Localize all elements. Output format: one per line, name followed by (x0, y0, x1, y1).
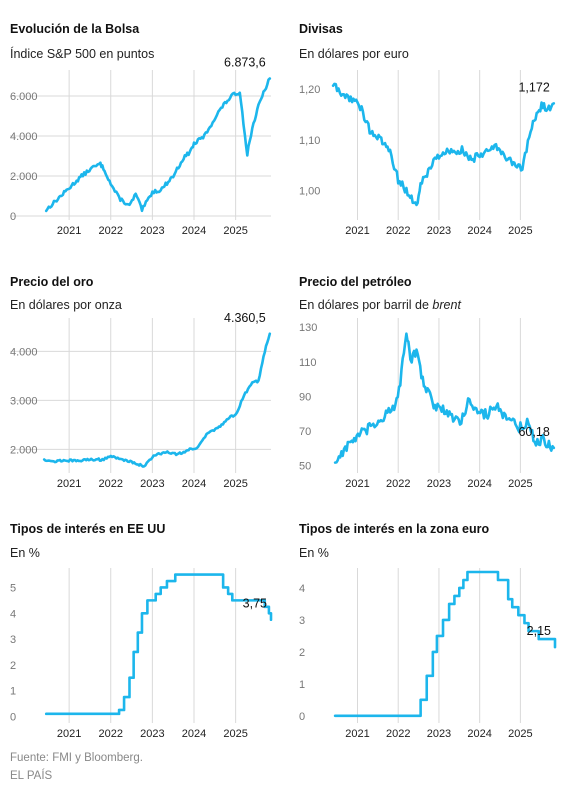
chart-title: Tipos de interés en la zona euro (299, 522, 490, 536)
series-line (42, 332, 272, 468)
source-note: Fuente: FMI y Bloomberg. (10, 752, 143, 764)
chart-title: Precio del oro (10, 275, 94, 289)
last-value-label: 1,172 (518, 80, 549, 94)
chart-title: Divisas (299, 22, 343, 36)
y-tick-label: 130 (299, 322, 317, 334)
y-tick-label: 0 (299, 711, 305, 723)
currency-chart: 1,00 1,10 1,20 2021 2022 2023 2024 2025 1,172 (299, 70, 556, 237)
chart-subtitle: En dólares por euro (299, 47, 409, 61)
x-tick-label: 2025 (508, 225, 532, 237)
sp500-chart: 0 2.000 4.000 6.000 2021 2022 2023 2024 2025 6.87… (10, 56, 272, 237)
y-tick-label: 1 (299, 679, 305, 691)
y-tick-label: 1,10 (299, 135, 320, 147)
y-tick-label: 6.000 (10, 91, 38, 103)
subtitle-emphasis: brent (432, 298, 461, 312)
y-tick-label: 90 (299, 391, 311, 403)
x-tick-label: 2023 (140, 478, 164, 490)
x-tick-label: 2025 (223, 728, 247, 740)
publisher-credit: EL PAÍS (10, 770, 53, 782)
y-tick-label: 2.000 (10, 444, 38, 456)
x-tick-label: 2021 (57, 225, 81, 237)
x-tick-label: 2025 (223, 225, 247, 237)
y-tick-label: 3 (10, 634, 16, 646)
x-tick-label: 2021 (57, 478, 81, 490)
x-tick-label: 2022 (99, 478, 123, 490)
x-tick-label: 2024 (182, 478, 206, 490)
x-tick-label: 2022 (386, 728, 410, 740)
x-tick-label: 2023 (140, 728, 164, 740)
us-rates-chart: 0 1 2 3 4 5 2021 2022 2023 2024 2025 3,75 (10, 568, 273, 740)
x-tick-label: 2024 (182, 225, 206, 237)
x-tick-label: 2025 (508, 728, 532, 740)
chart-title: Tipos de interés en EE UU (10, 522, 166, 536)
x-tick-label: 2022 (386, 478, 410, 490)
chart-subtitle: En dólares por onza (10, 298, 122, 312)
y-tick-label: 70 (299, 426, 311, 438)
y-tick-label: 2 (299, 647, 305, 659)
y-tick-label: 4 (10, 608, 16, 620)
y-tick-label: 4 (299, 583, 305, 595)
y-tick-label: 50 (299, 461, 311, 473)
chart-subtitle: En % (10, 546, 40, 560)
series-line (333, 570, 557, 718)
x-tick-label: 2021 (345, 478, 369, 490)
last-value-label: 4.360,5 (224, 311, 266, 325)
series-line (44, 573, 273, 716)
x-tick-label: 2021 (57, 728, 81, 740)
y-tick-label: 1 (10, 686, 16, 698)
oil-chart: 50 70 90 110 130 2021 2022 2023 2024 2025 60,18 (299, 318, 556, 490)
x-tick-label: 2022 (386, 225, 410, 237)
chart-subtitle: En dólares por barril de brent (299, 298, 461, 312)
y-tick-label: 0 (10, 211, 16, 223)
x-tick-label: 2023 (427, 225, 451, 237)
x-tick-label: 2023 (427, 728, 451, 740)
y-tick-label: 2 (10, 660, 16, 672)
y-tick-label: 3.000 (10, 395, 38, 407)
x-tick-label: 2025 (223, 478, 247, 490)
chart-subtitle: En % (299, 546, 329, 560)
x-tick-label: 2023 (140, 225, 164, 237)
y-tick-label: 3 (299, 615, 305, 627)
x-tick-label: 2024 (467, 728, 491, 740)
y-tick-label: 1,00 (299, 186, 320, 198)
x-tick-label: 2024 (467, 478, 491, 490)
y-tick-label: 4.000 (10, 346, 38, 358)
x-tick-label: 2024 (182, 728, 206, 740)
y-tick-label: 0 (10, 711, 16, 723)
y-tick-label: 2.000 (10, 171, 38, 183)
x-tick-label: 2024 (467, 225, 491, 237)
series-line (44, 77, 272, 213)
last-value-label: 60,18 (518, 425, 549, 439)
last-value-label: 2,15 (527, 624, 551, 638)
gold-chart: 2.000 3.000 4.000 2021 2022 2023 2024 2025 4.360… (10, 311, 272, 490)
chart-title: Precio del petróleo (299, 275, 412, 289)
series-line (331, 82, 556, 207)
y-tick-label: 1,20 (299, 84, 320, 96)
y-tick-label: 5 (10, 582, 16, 594)
last-value-label: 6.873,6 (224, 56, 266, 70)
x-tick-label: 2022 (99, 728, 123, 740)
x-tick-label: 2021 (345, 728, 369, 740)
chart-title: Evolución de la Bolsa (10, 22, 140, 36)
chart-subtitle: Índice S&P 500 en puntos (10, 47, 155, 61)
last-value-label: 3,75 (243, 597, 267, 611)
x-tick-label: 2022 (99, 225, 123, 237)
series-line (333, 332, 556, 464)
x-tick-label: 2025 (508, 478, 532, 490)
x-tick-label: 2023 (427, 478, 451, 490)
x-tick-label: 2021 (345, 225, 369, 237)
y-tick-label: 110 (299, 357, 317, 369)
euro-rates-chart: 0 1 2 3 4 2021 2022 2023 2024 2025 2,15 (299, 568, 557, 740)
y-tick-label: 4.000 (10, 131, 38, 143)
